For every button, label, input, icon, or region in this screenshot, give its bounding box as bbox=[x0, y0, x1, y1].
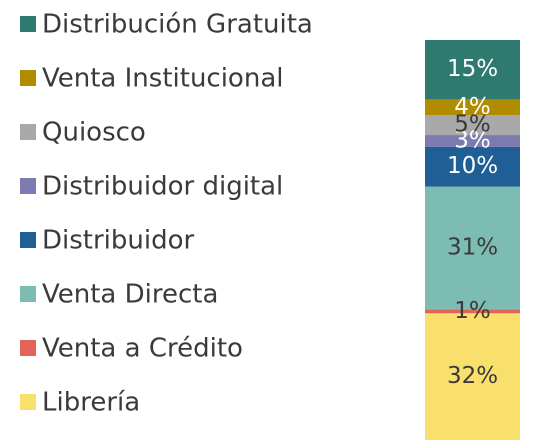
legend-swatch bbox=[20, 16, 36, 32]
data-label: 1% bbox=[454, 298, 491, 324]
bar-segment bbox=[425, 99, 520, 116]
bar-segment bbox=[425, 313, 520, 440]
bar-segment bbox=[425, 146, 520, 187]
bar-segment bbox=[425, 135, 520, 147]
data-label: 32% bbox=[447, 363, 498, 389]
data-label: 5% bbox=[454, 112, 491, 138]
legend-swatch bbox=[20, 178, 36, 194]
legend-swatch bbox=[20, 124, 36, 140]
data-label: 15% bbox=[447, 56, 498, 82]
legend-label: Distribuidor digital bbox=[42, 172, 283, 202]
bar-segment bbox=[425, 186, 520, 310]
legend-label: Quiosco bbox=[42, 118, 146, 148]
legend-label: Distribuidor bbox=[42, 226, 195, 256]
data-label: 10% bbox=[447, 153, 498, 179]
legend-label: Distribución Gratuita bbox=[42, 10, 313, 40]
legend-label: Venta Directa bbox=[42, 280, 218, 310]
legend-label: Librería bbox=[42, 388, 140, 418]
data-label: 4% bbox=[454, 94, 491, 120]
legend-swatch bbox=[20, 394, 36, 410]
bar-segment bbox=[425, 309, 520, 314]
legend-swatch bbox=[20, 232, 36, 248]
legend-label: Venta Institucional bbox=[42, 64, 283, 94]
legend-label: Venta a Crédito bbox=[42, 334, 243, 364]
legend-swatch bbox=[20, 340, 36, 356]
bar-segment bbox=[425, 115, 520, 136]
legend-swatch bbox=[20, 286, 36, 302]
data-label: 31% bbox=[447, 234, 498, 260]
bar-segment bbox=[425, 40, 520, 100]
legend-swatch bbox=[20, 70, 36, 86]
data-label: 3% bbox=[454, 127, 491, 153]
